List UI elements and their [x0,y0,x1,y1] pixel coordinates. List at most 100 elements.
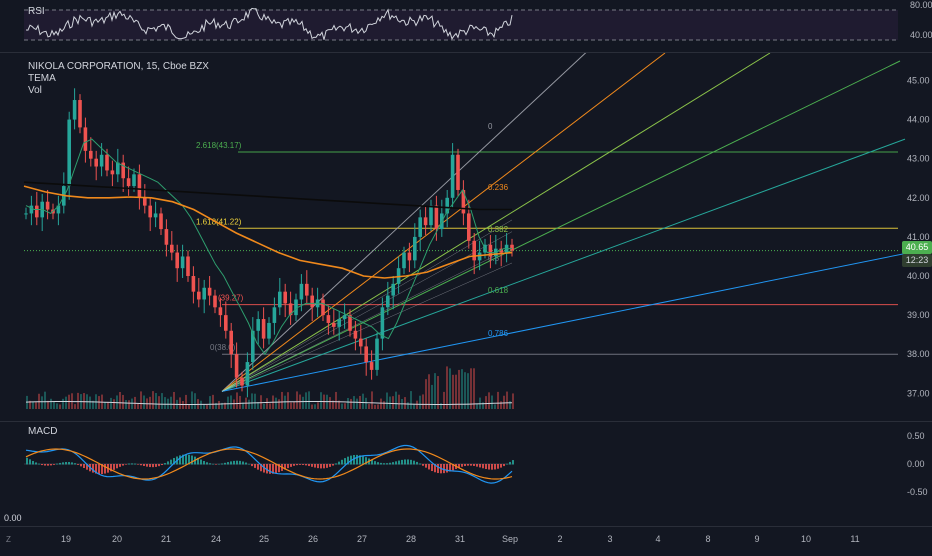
volume-bar [296,391,298,409]
fib-fan-line [221,247,513,392]
macd-histogram-bar [503,464,505,467]
macd-histogram-bar [155,464,157,467]
time-axis-label: 27 [357,534,367,544]
macd-histogram-bar [257,464,259,470]
volume-bar [290,402,292,409]
pane-divider[interactable] [0,421,932,422]
macd-histogram-bar [287,464,289,469]
price-axis-label: 41.00 [907,232,930,242]
volume-bar [500,401,502,409]
volume-bar [158,396,160,409]
macd-histogram-bar [113,464,115,470]
volume-bar [392,396,394,409]
macd-histogram-bar [77,464,79,465]
volume-bar [221,402,223,409]
volume-bar [491,395,493,409]
volume-bar [50,398,52,409]
macd-histogram-bar [95,464,97,474]
macd-histogram-bar [320,464,322,469]
volume-bar [422,394,424,409]
macd-histogram-bar [230,461,232,465]
volume-bar [191,391,193,409]
macd-pane[interactable]: 0.50 0.00 -0.50 MACD 0.00 [0,422,932,526]
macd-histogram-bar [239,460,241,465]
volume-bar [503,395,505,409]
candle-body [153,213,158,218]
candle-body [186,256,190,277]
price-pane[interactable]: 45.00 44.00 43.00 42.00 41.00 40.00 39.00 38.00… [0,1,932,421]
volume-bar [89,396,91,409]
fib-label: 0(38.0) [210,343,236,352]
ma-orange-line [23,185,513,279]
candle-body [272,307,277,323]
rsi-pane[interactable]: 80.00 40.00 RSI [0,0,932,52]
volume-bar [119,391,121,409]
macd-histogram-bar [32,460,34,465]
volume-bar [506,391,508,409]
macd-histogram-bar [149,464,151,468]
macd-histogram-bar [509,461,511,465]
macd-histogram-bar [329,464,331,467]
candle-body [261,319,266,339]
volume-bar [365,397,367,409]
fib-label: 0.786 [488,329,509,338]
macd-histogram-bar [47,464,49,466]
volume-bar [74,404,76,409]
macd-histogram-bar [170,459,172,465]
macd-line [25,444,513,484]
macd-histogram-bar [128,463,130,465]
volume-bar [431,384,433,409]
study-vol-label[interactable]: Vol [28,85,42,96]
macd-histogram-bar [164,463,166,465]
candle-body [197,291,201,300]
candle-body [332,322,336,327]
macd-histogram-bar [266,464,268,474]
current-price-tag: 40.65 [902,241,932,254]
volume-bar [395,391,397,409]
timezone-icon[interactable]: Z [6,535,11,544]
macd-histogram-bar [116,464,118,469]
macd-histogram-bar [98,464,100,475]
candle-body [213,295,217,308]
volume-bar [92,400,94,409]
volume-bar [125,400,127,409]
macd-histogram-bar [434,464,436,473]
time-axis[interactable]: 19 20 21 24 25 26 27 28 31 Sep 2 3 4 8 9 10 11 Z [0,526,932,551]
volume-bar [194,393,196,409]
candle-body [337,319,341,327]
macd-label: MACD [28,426,58,437]
volume-bar [452,374,454,409]
volume-bar [350,398,352,409]
pane-divider[interactable] [0,52,932,53]
macd-histogram-bar [449,464,451,472]
study-tema-label[interactable]: TEMA [28,73,56,84]
time-axis-label: 19 [61,534,71,544]
volume-bar [476,403,478,409]
volume-bar [440,403,442,409]
volume-bar [230,395,232,409]
countdown-tag: 12:23 [902,254,932,267]
volume-bar [62,398,64,409]
volume-bar [338,400,340,409]
macd-histogram-bar [233,460,235,465]
volume-bar [302,396,304,409]
macd-histogram-bar [218,463,220,465]
rsi-axis-label: 80.00 [910,0,932,10]
macd-histogram-bar [182,454,184,465]
volume-bar [410,391,412,409]
volume-bar [239,395,241,409]
candle-body [218,307,223,316]
candle-body [121,162,125,179]
macd-histogram-bar [488,464,490,470]
macd-histogram-bar [206,462,208,465]
macd-histogram-bar [134,463,136,465]
rsi-band [24,10,898,40]
volume-bar [59,404,61,409]
volume-bar [335,391,337,409]
symbol-title[interactable]: NIKOLA CORPORATION, 15, Cboe BZX [28,61,209,72]
candle-body [413,236,417,261]
volume-bar [32,401,34,409]
macd-histogram-bar [407,459,409,465]
time-axis-label: 11 [850,534,859,544]
macd-histogram-bar [137,464,139,465]
